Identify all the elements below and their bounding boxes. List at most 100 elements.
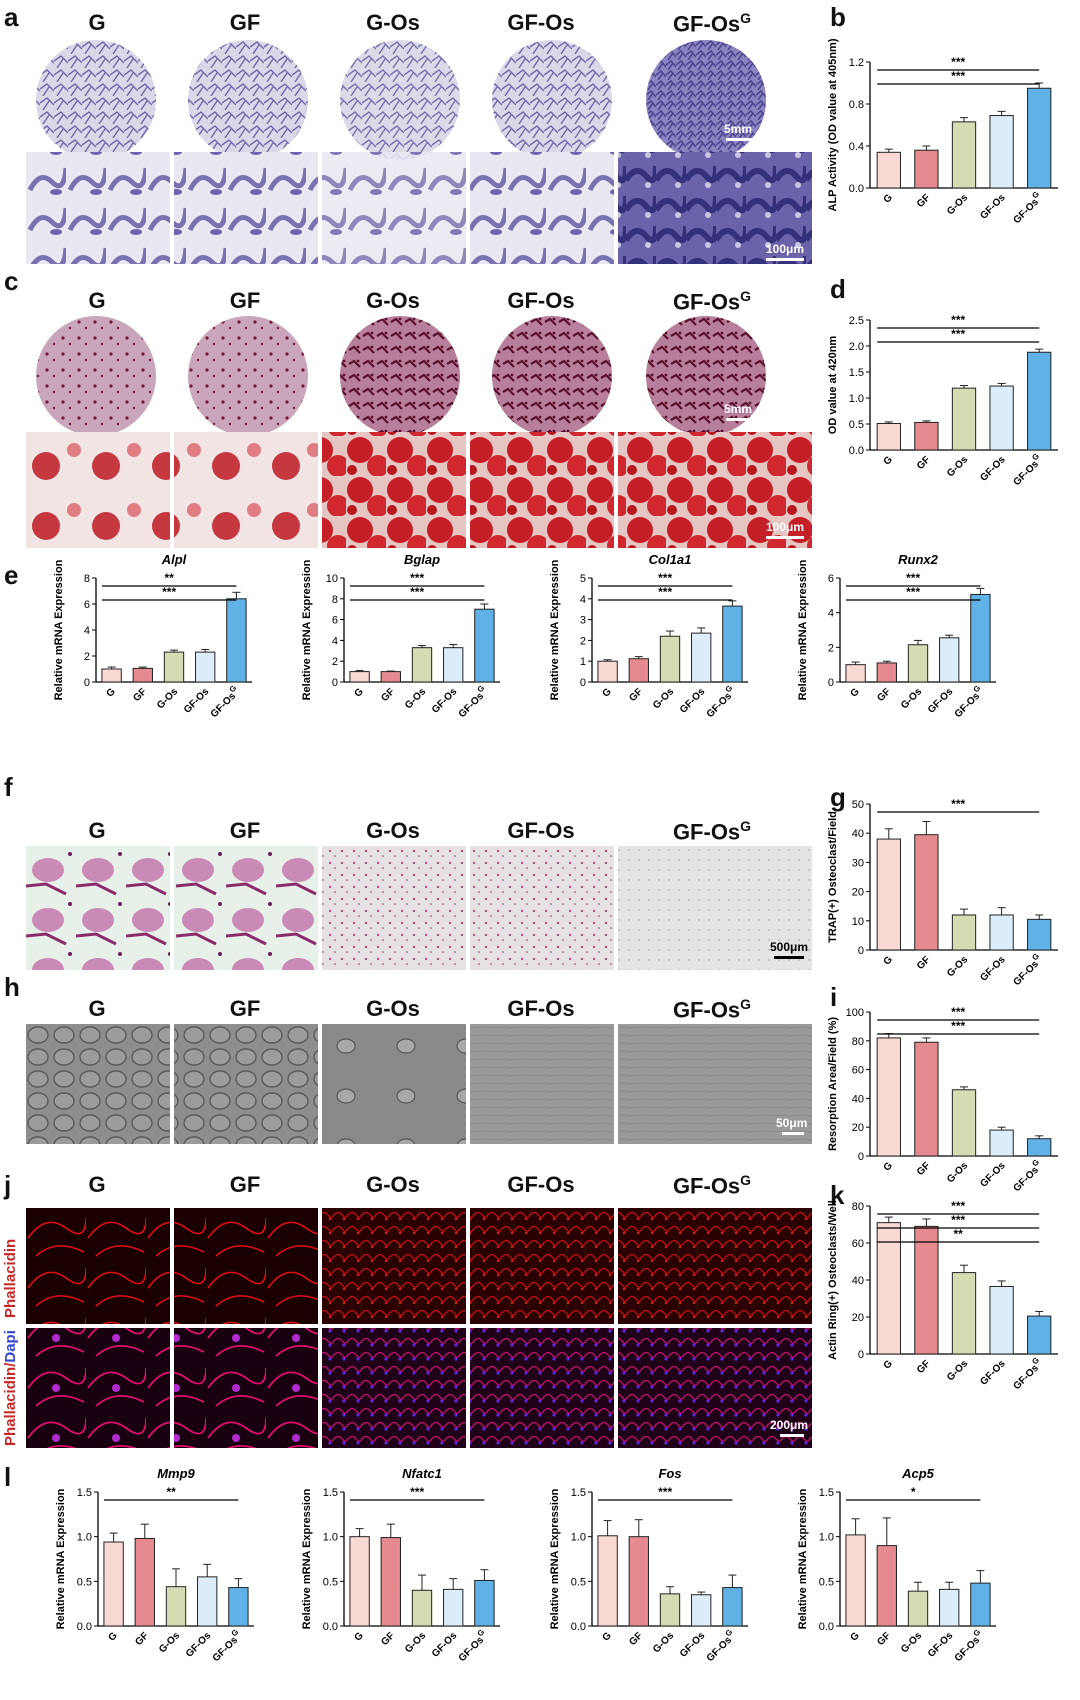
bar bbox=[951, 1089, 977, 1157]
scale-bar-a-micro bbox=[766, 258, 804, 261]
y-tick-label: 4 bbox=[580, 594, 586, 606]
bar bbox=[349, 671, 370, 683]
sem-image-gf bbox=[174, 1024, 318, 1144]
y-axis-label: Resorption Area/Field (%) bbox=[827, 1017, 839, 1151]
y-axis-label: OD value at 420nm bbox=[827, 336, 839, 435]
x-tick-label: GF bbox=[875, 1630, 893, 1648]
bar bbox=[1027, 1138, 1052, 1157]
x-tick-label: G-Os bbox=[403, 1630, 428, 1655]
bar bbox=[722, 1587, 743, 1627]
group-label: GF-Os bbox=[507, 10, 575, 35]
bar bbox=[951, 1272, 977, 1355]
trap-image-gf bbox=[174, 846, 318, 970]
panel-h-images bbox=[26, 1024, 812, 1144]
chart-title: Mmp9 bbox=[157, 1466, 195, 1481]
y-tick-label: 1.0 bbox=[819, 1532, 834, 1544]
bar bbox=[411, 1589, 433, 1627]
y-tick-label: 2 bbox=[84, 651, 90, 663]
sig-stars: *** bbox=[658, 571, 672, 585]
x-tick-label: G bbox=[104, 686, 117, 699]
x-tick-label: GF-OsG bbox=[1009, 452, 1046, 489]
panel-c-images bbox=[26, 316, 812, 548]
bar bbox=[443, 1588, 464, 1627]
bar bbox=[989, 115, 1014, 189]
chart-title: Col1a1 bbox=[649, 552, 692, 567]
y-tick-label: 1.0 bbox=[571, 1532, 586, 1544]
ars-micro-g bbox=[26, 432, 170, 548]
ars-micro-gf-os bbox=[470, 432, 614, 548]
x-tick-label: GF-OsG bbox=[208, 1628, 245, 1665]
x-tick-label: GF-OsG bbox=[950, 684, 987, 721]
x-tick-label: GF bbox=[627, 1630, 645, 1648]
scale-bar-c-dish bbox=[726, 418, 752, 421]
x-tick-label: GF-Os bbox=[430, 686, 460, 716]
y-tick-label: 6 bbox=[84, 599, 90, 611]
trap-image-g bbox=[26, 846, 170, 970]
x-tick-label: G-Os bbox=[945, 1160, 970, 1185]
bar bbox=[951, 121, 977, 189]
merged-image-gf bbox=[174, 1328, 318, 1448]
bar bbox=[163, 651, 185, 683]
y-axis-label: ALP Activity (OD value at 405nm) bbox=[827, 38, 839, 211]
x-tick-label: GF-Os bbox=[926, 686, 956, 716]
merged-image-gf-os-g bbox=[618, 1328, 812, 1448]
sig-stars: *** bbox=[410, 571, 424, 585]
bar bbox=[195, 651, 216, 683]
y-tick-label: 5 bbox=[580, 573, 586, 585]
x-tick-label: GF-OsG bbox=[454, 1628, 491, 1665]
bar bbox=[914, 1225, 939, 1355]
x-tick-label: G bbox=[882, 454, 895, 467]
x-tick-label: GF bbox=[379, 1630, 397, 1648]
panel-letter-d: d bbox=[830, 274, 846, 304]
y-axis-label: Relative mRNA Expression bbox=[55, 1488, 67, 1629]
merged-image-g bbox=[26, 1328, 170, 1448]
bar bbox=[989, 1285, 1014, 1355]
merged-image-g-os bbox=[322, 1328, 466, 1448]
sig-stars: * bbox=[911, 1485, 916, 1499]
group-label-sup: G bbox=[740, 288, 752, 304]
sem-image-gf-os-g bbox=[618, 1024, 812, 1144]
bar bbox=[989, 385, 1014, 451]
x-tick-label: GF-Os bbox=[678, 1630, 708, 1660]
bar bbox=[876, 1037, 901, 1157]
chart-title: Runx2 bbox=[898, 552, 939, 567]
group-label: G bbox=[88, 1172, 106, 1197]
x-tick-label: GF-Os bbox=[184, 1630, 214, 1660]
bar bbox=[474, 608, 495, 683]
panel-letter-i: i bbox=[830, 982, 838, 1012]
x-tick-label: GF-OsG bbox=[702, 684, 739, 721]
bar bbox=[939, 637, 960, 683]
sig-stars: ** bbox=[954, 1227, 964, 1241]
trap-image-g-os bbox=[322, 846, 466, 970]
bar bbox=[691, 1594, 712, 1627]
sig-stars: *** bbox=[906, 571, 920, 585]
x-tick-label: GF-OsG bbox=[1009, 1356, 1046, 1393]
bar bbox=[659, 635, 681, 683]
ars-dish-gf bbox=[188, 316, 308, 436]
x-tick-label: GF-OsG bbox=[1009, 1158, 1046, 1195]
phallacidin-image-gf-os bbox=[470, 1208, 614, 1324]
x-tick-sup: G bbox=[724, 1628, 735, 1639]
scale-bar-h bbox=[782, 1132, 804, 1135]
x-tick-label: G-Os bbox=[945, 1358, 970, 1383]
y-tick-label: 1 bbox=[580, 656, 586, 668]
chart-title: Acp5 bbox=[901, 1466, 935, 1481]
x-tick-label: G bbox=[352, 686, 365, 699]
group-label: GF-Os bbox=[507, 818, 575, 843]
x-tick-label: G-Os bbox=[945, 454, 970, 479]
x-tick-label: G bbox=[600, 686, 613, 699]
y-tick-label: 1.0 bbox=[77, 1532, 92, 1544]
y-tick-label: 2 bbox=[580, 635, 586, 647]
y-tick-label: 4 bbox=[84, 625, 90, 637]
x-tick-label: GF-Os bbox=[430, 1630, 460, 1660]
group-label-sup: G bbox=[740, 996, 752, 1012]
sem-image-gf-os bbox=[470, 1024, 614, 1144]
scale-label-c-micro: 100μm bbox=[766, 520, 805, 534]
x-tick-label: GF-Os bbox=[678, 686, 708, 716]
y-tick-label: 1.5 bbox=[77, 1487, 92, 1499]
bar bbox=[443, 647, 464, 683]
x-tick-label: G bbox=[882, 1160, 895, 1173]
bar bbox=[876, 151, 901, 189]
bar bbox=[134, 1537, 155, 1627]
y-tick-label: 10 bbox=[326, 573, 338, 585]
